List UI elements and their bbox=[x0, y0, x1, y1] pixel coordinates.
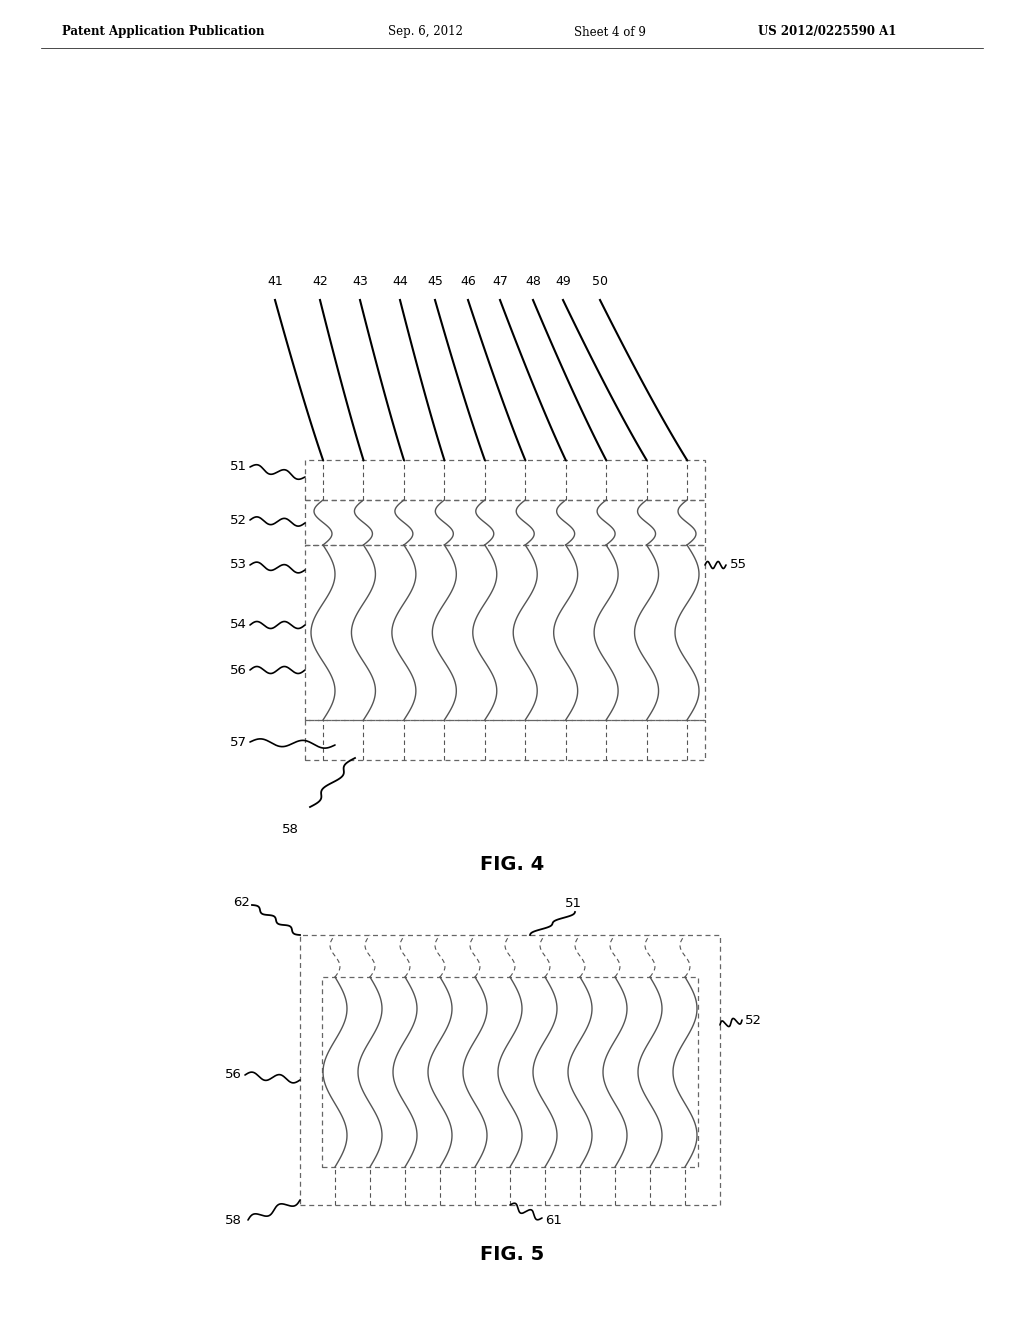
Text: 46: 46 bbox=[460, 275, 476, 288]
Text: Patent Application Publication: Patent Application Publication bbox=[62, 25, 264, 38]
Text: 62: 62 bbox=[233, 895, 250, 908]
Text: Sheet 4 of 9: Sheet 4 of 9 bbox=[574, 25, 646, 38]
Text: 51: 51 bbox=[565, 898, 582, 909]
Text: 58: 58 bbox=[225, 1213, 242, 1226]
Text: 61: 61 bbox=[545, 1213, 562, 1226]
Text: 45: 45 bbox=[427, 275, 443, 288]
Bar bbox=[305, 545, 705, 719]
Bar bbox=[305, 500, 705, 545]
Text: 52: 52 bbox=[745, 1014, 762, 1027]
Text: 54: 54 bbox=[230, 619, 247, 631]
Text: 42: 42 bbox=[312, 275, 328, 288]
Text: 52: 52 bbox=[230, 513, 247, 527]
Text: FIG. 5: FIG. 5 bbox=[480, 1246, 544, 1265]
Bar bbox=[300, 935, 720, 1205]
Text: 53: 53 bbox=[230, 558, 247, 572]
Text: 56: 56 bbox=[230, 664, 247, 676]
Text: 41: 41 bbox=[267, 275, 283, 288]
Text: 57: 57 bbox=[230, 735, 247, 748]
Text: 51: 51 bbox=[230, 461, 247, 474]
Text: 43: 43 bbox=[352, 275, 368, 288]
Text: 47: 47 bbox=[493, 275, 508, 288]
Text: FIG. 4: FIG. 4 bbox=[480, 855, 544, 874]
Bar bbox=[322, 977, 698, 1167]
Text: 50: 50 bbox=[592, 275, 608, 288]
Text: 56: 56 bbox=[225, 1068, 242, 1081]
Text: US 2012/0225590 A1: US 2012/0225590 A1 bbox=[758, 25, 896, 38]
Text: 44: 44 bbox=[392, 275, 408, 288]
Text: 55: 55 bbox=[730, 558, 746, 572]
Text: 58: 58 bbox=[282, 822, 298, 836]
Bar bbox=[305, 719, 705, 760]
Text: 48: 48 bbox=[525, 275, 541, 288]
Text: 49: 49 bbox=[555, 275, 570, 288]
Text: Sep. 6, 2012: Sep. 6, 2012 bbox=[388, 25, 463, 38]
Bar bbox=[305, 459, 705, 500]
